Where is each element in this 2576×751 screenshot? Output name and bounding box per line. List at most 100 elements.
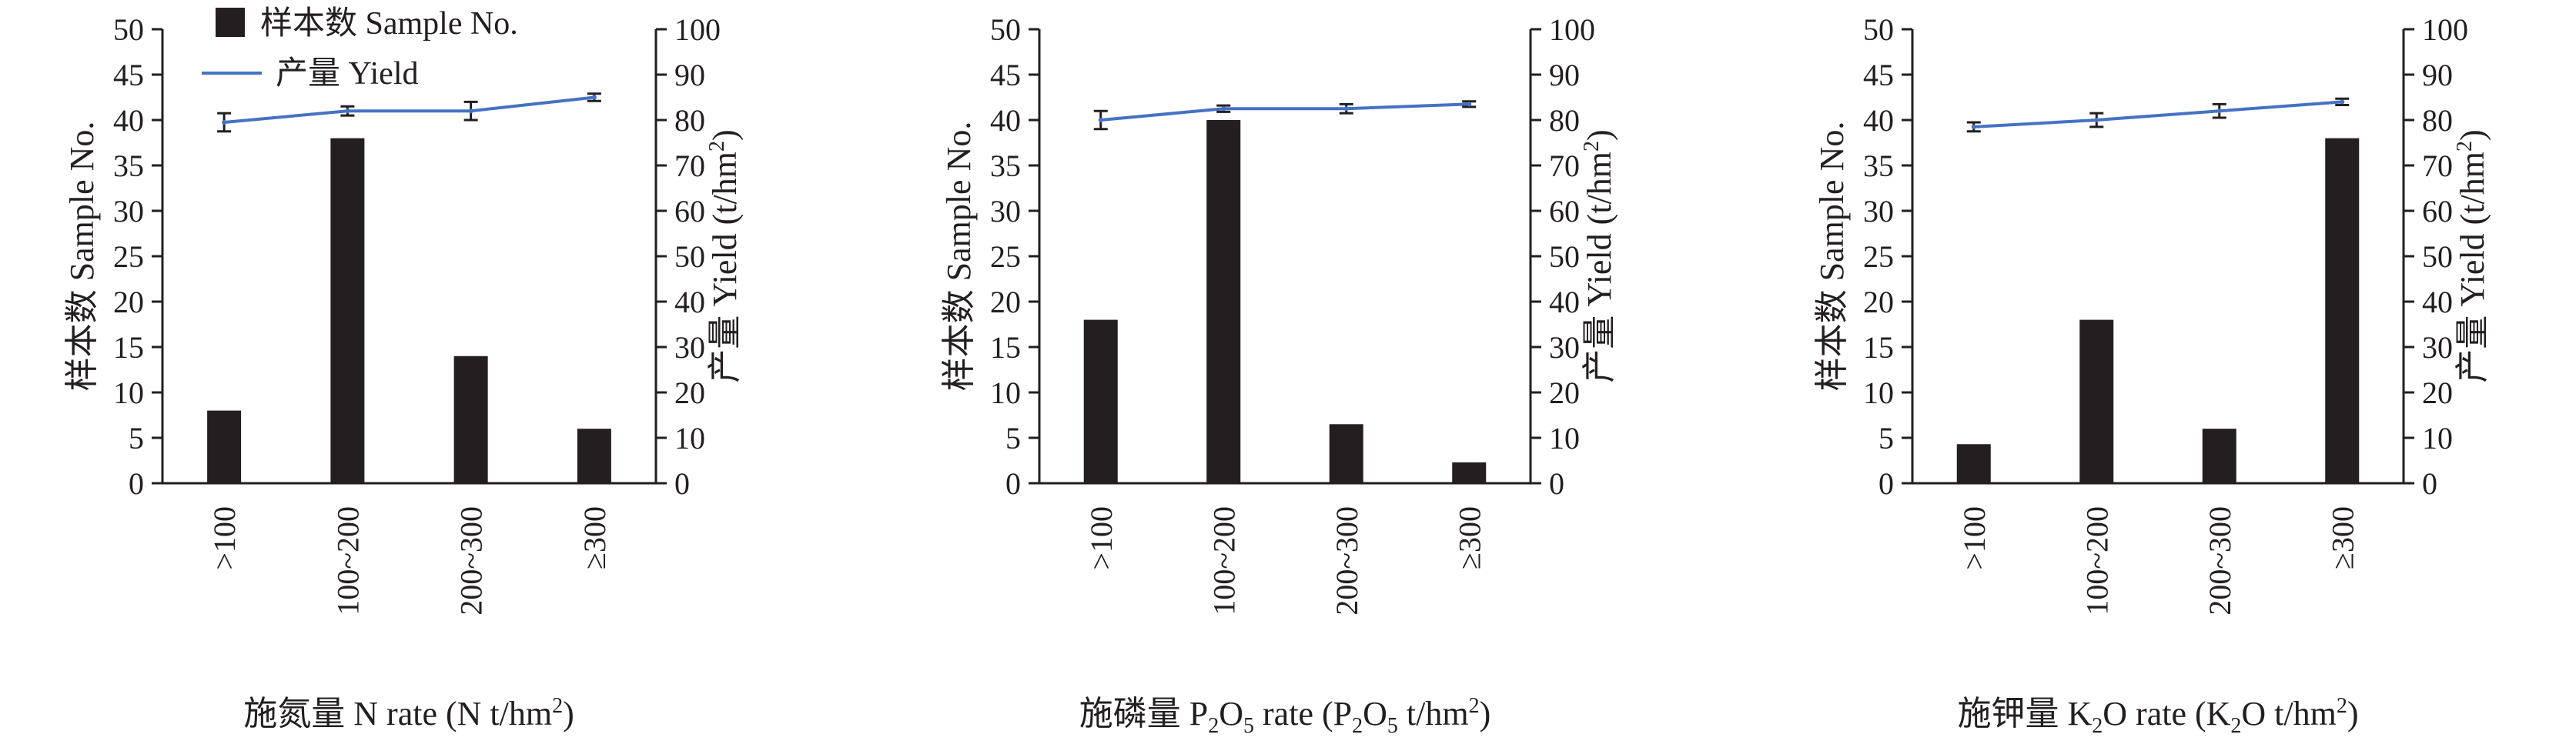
right-tick-label: 90 [2422, 58, 2453, 92]
right-tick-label: 30 [2422, 330, 2453, 365]
left-tick-label: 10 [990, 376, 1021, 410]
right-axis-title-main: 产量 Yield (t/hm [706, 152, 744, 383]
left-tick-label: 35 [1863, 149, 1894, 183]
bar-4 [577, 429, 611, 483]
right-tick-label: 0 [1549, 466, 1564, 501]
category-label: ≥300 [577, 506, 612, 569]
right-tick-label: 10 [674, 421, 705, 456]
right-tick-label: 80 [674, 103, 705, 138]
right-tick-label: 20 [1549, 376, 1580, 410]
right-tick-label: 60 [674, 194, 705, 229]
left-tick-label: 45 [990, 58, 1021, 92]
bar-1 [1083, 319, 1118, 483]
category-label: 100~200 [330, 506, 365, 616]
left-tick-label: 5 [1878, 421, 1894, 456]
x-axis-title-part: O rate (K [2103, 695, 2230, 733]
x-axis-title-part: O [1363, 695, 1387, 733]
x-axis-title-sub: 2 [1208, 714, 1219, 738]
right-tick-label: 20 [2422, 376, 2453, 410]
right-tick-label: 30 [674, 330, 705, 365]
x-axis-title-sub: 5 [1243, 714, 1254, 738]
bar-1 [207, 410, 242, 483]
right-tick-label: 90 [1549, 58, 1580, 92]
x-axis-title-sup: 2 [1469, 694, 1480, 718]
bar-3 [2202, 429, 2236, 483]
left-tick-label: 25 [990, 239, 1021, 274]
left-tick-label: 30 [1863, 194, 1894, 229]
x-axis-title-sup: 2 [2337, 694, 2347, 718]
left-tick-label: 50 [113, 12, 144, 47]
left-tick-label: 10 [1863, 376, 1894, 410]
bar-3 [1329, 424, 1363, 483]
left-axis-title: 样本数 Sample No. [940, 122, 978, 392]
right-axis-title-sup: 2 [705, 141, 729, 152]
yield-line [1100, 102, 1470, 122]
category-label: 200~300 [2203, 506, 2237, 616]
right-tick-label: 0 [2422, 466, 2437, 501]
left-tick-label: 5 [129, 421, 144, 456]
left-tick-label: 15 [113, 330, 144, 365]
x-axis-title: 施钾量 K2O rate (K2O t/hm2) [1957, 694, 2358, 738]
left-tick-label: 5 [1005, 421, 1021, 456]
x-axis-title-part: rate (P [1254, 695, 1352, 733]
x-axis-title-part: O [1219, 695, 1243, 733]
right-axis-title-close: ) [1581, 129, 1618, 141]
yield-point [468, 108, 473, 114]
legend-line-label: 产量 Yield [276, 56, 419, 92]
right-tick-label: 90 [674, 58, 705, 92]
right-tick-label: 40 [1549, 285, 1580, 319]
left-tick-label: 20 [990, 285, 1021, 319]
right-tick-label: 50 [674, 239, 705, 274]
x-axis-title-part: t/hm [1398, 695, 1469, 733]
yield-point [591, 95, 597, 100]
bar-3 [453, 355, 488, 483]
yield-point [1971, 124, 1976, 129]
category-label: 200~300 [454, 506, 489, 616]
right-tick-label: 70 [674, 149, 705, 183]
right-tick-label: 100 [1549, 12, 1595, 47]
category-label: >100 [1957, 506, 1992, 570]
left-tick-label: 25 [113, 239, 144, 274]
x-axis-title-sub: 5 [1387, 714, 1398, 738]
left-tick-label: 10 [113, 376, 144, 410]
bar-4 [2325, 138, 2360, 483]
x-axis-title-sub: 2 [1352, 714, 1363, 738]
yield-point [2340, 99, 2345, 105]
left-tick-label: 50 [990, 12, 1021, 47]
right-axis-title: 产量 Yield (t/hm2) [705, 129, 744, 382]
bar-2 [1206, 120, 1241, 483]
x-axis-title-sup: 2 [552, 694, 563, 718]
right-tick-label: 50 [1549, 239, 1580, 274]
left-tick-label: 35 [990, 149, 1021, 183]
x-axis-title-sub: 2 [2092, 714, 2103, 738]
chart-panel-3: 0 5 10 15 20 25 30 35 40 45 50 0 10 20 30 40 50 60 70 80 90 1… [1813, 12, 2491, 738]
left-tick-label: 25 [1863, 239, 1894, 274]
legend: 样本数 Sample No. 产量 Yield [202, 6, 518, 92]
x-axis-title: 施氮量 N rate (N t/hm2) [243, 694, 574, 733]
category-label: ≥300 [2325, 506, 2360, 569]
right-tick-label: 70 [1549, 149, 1580, 183]
right-tick-label: 20 [674, 376, 705, 410]
left-tick-label: 40 [990, 103, 1021, 138]
yield-point [2216, 108, 2222, 114]
left-tick-label: 0 [1005, 466, 1021, 501]
left-tick-label: 0 [129, 466, 144, 501]
right-axis-title-close: ) [2454, 129, 2491, 141]
right-tick-label: 50 [2422, 239, 2453, 274]
left-tick-label: 15 [990, 330, 1021, 365]
category-label: >100 [1084, 506, 1119, 570]
x-axis-title-sub: 2 [2230, 714, 2241, 738]
right-tick-label: 10 [2422, 421, 2453, 456]
x-axis-title-part: 施钾量 K [1957, 695, 2092, 733]
category-label: >100 [207, 506, 242, 570]
left-tick-label: 40 [1863, 103, 1894, 138]
bar-2 [2079, 319, 2114, 483]
right-tick-label: 40 [674, 285, 705, 319]
chart-panel-1: 0 5 10 15 20 25 30 35 40 45 50 0 10 20 30 40 50 60 70 80 90 1… [63, 6, 744, 733]
bar-4 [1452, 462, 1487, 483]
left-axis-title: 样本数 Sample No. [63, 122, 101, 392]
left-tick-label: 50 [1863, 12, 1894, 47]
right-tick-label: 10 [1549, 421, 1580, 456]
right-tick-label: 60 [1549, 194, 1580, 229]
right-axis-title: 产量 Yield (t/hm2) [1580, 129, 1618, 382]
